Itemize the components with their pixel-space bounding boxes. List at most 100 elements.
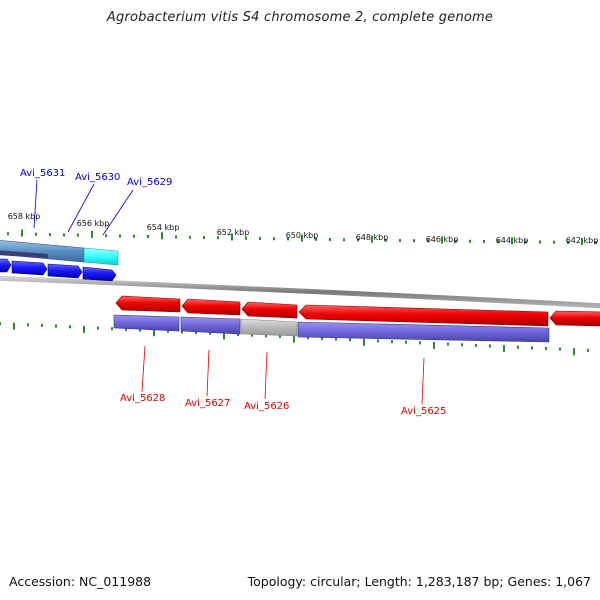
tick-label: 656 kbp [77,219,110,228]
tick-minor [41,323,43,327]
reverse-cds-track [115,295,600,327]
tick-label: 658 kbp [8,212,41,221]
tick-minor [545,347,547,351]
tick-major [91,230,93,238]
leader-line [206,349,210,397]
tick-minor [279,334,281,338]
tick-label: 650 kbp [286,231,319,240]
tick-minor [77,233,79,237]
gene-band-cyan[interactable] [83,247,119,266]
tick-minor [203,236,205,240]
cds-arrow-reverse[interactable] [241,301,298,319]
tick-minor [105,234,107,238]
tick-major [223,332,225,340]
tick-major [511,237,513,245]
tick-label: 642 kbp [566,236,599,245]
gene-label-avi-5626[interactable]: Avi_5626 [244,401,289,412]
tick-minor [475,343,477,347]
gene-label-avi-5625[interactable]: Avi_5625 [401,406,446,417]
tick-minor [405,340,407,344]
gene-band-segment-grey[interactable] [240,318,298,337]
tick-major [441,236,443,244]
tick-minor [553,240,555,244]
cds-arrow-reverse[interactable] [298,304,549,327]
forward-gene-labels: Avi_5631 Avi_5630 Avi_5629 [20,168,172,236]
tick-minor [273,237,275,241]
cds-arrow-forward[interactable] [0,258,12,273]
tick-label: 654 kbp [147,223,180,232]
tick-minor [531,346,533,350]
reverse-gene-band [113,314,550,343]
gene-label-avi-5631[interactable]: Avi_5631 [20,168,65,179]
tick-minor [447,342,449,346]
gene-label-avi-5627[interactable]: Avi_5627 [185,398,230,409]
tick-track-lower [0,322,589,356]
tick-minor [461,343,463,347]
tick-minor [49,233,51,237]
tick-minor [237,333,239,337]
leader-line [33,179,38,229]
tick-minor [189,235,191,239]
tick-minor [147,235,149,239]
tick-major [433,341,435,349]
tick-minor [167,329,169,333]
cds-arrow-reverse[interactable] [181,298,241,316]
tick-minor [111,327,113,331]
tick-minor [455,239,457,243]
tick-minor [343,238,345,242]
tick-label: 652 kbp [217,228,250,237]
tick-major [231,233,233,241]
tick-minor [567,240,569,244]
gene-label-avi-5628[interactable]: Avi_5628 [120,393,165,404]
tick-minor [391,340,393,344]
gene-band-steel[interactable] [0,240,85,263]
tick-label: 648 kbp [356,233,389,242]
accession-text: Accession: NC_011988 [9,574,152,589]
tick-minor [27,323,29,327]
tick-minor [55,324,57,328]
tick-minor [321,336,323,340]
tick-label: 646 kbp [426,235,459,244]
tick-major [581,237,583,245]
tick-major [293,335,295,343]
gene-band-dark[interactable] [0,250,48,258]
cds-arrow-forward[interactable] [82,266,117,282]
tick-major [13,322,15,330]
tick-major [503,345,505,353]
gene-label-avi-5630[interactable]: Avi_5630 [75,172,120,183]
tick-minor [259,236,261,240]
leader-line [264,351,268,400]
tick-minor [195,331,197,335]
forward-cds-track [0,258,117,282]
tick-track-upper [7,229,597,245]
tick-minor [181,330,183,334]
tick-minor [119,234,121,238]
cds-arrow-forward[interactable] [11,260,48,276]
tick-minor [377,339,379,343]
leader-line [102,189,134,236]
tick-minor [539,240,541,244]
gene-band-segment[interactable] [297,321,550,343]
tick-label: 644 kbp [496,236,529,245]
tick-minor [125,327,127,331]
tick-minor [427,239,429,243]
tick-major [153,329,155,337]
tick-minor [413,239,415,243]
forward-gene-band [0,240,119,266]
gene-band-segment[interactable] [180,316,241,335]
cds-arrow-reverse[interactable] [549,310,600,327]
tick-minor [35,232,37,236]
tick-minor [517,345,519,349]
gene-band-segment[interactable] [113,314,180,332]
tick-minor [133,234,135,238]
tick-minor [63,233,65,237]
tick-minor [209,331,211,335]
tick-minor [139,328,141,332]
cds-arrow-forward[interactable] [47,263,83,279]
map-title: Agrobacterium vitis S4 chromosome 2, com… [106,10,494,25]
tick-minor [335,337,337,341]
gene-label-avi-5629[interactable]: Avi_5629 [127,177,172,188]
cds-arrow-reverse[interactable] [115,295,181,313]
tick-minor [329,238,331,242]
tick-minor [245,236,247,240]
